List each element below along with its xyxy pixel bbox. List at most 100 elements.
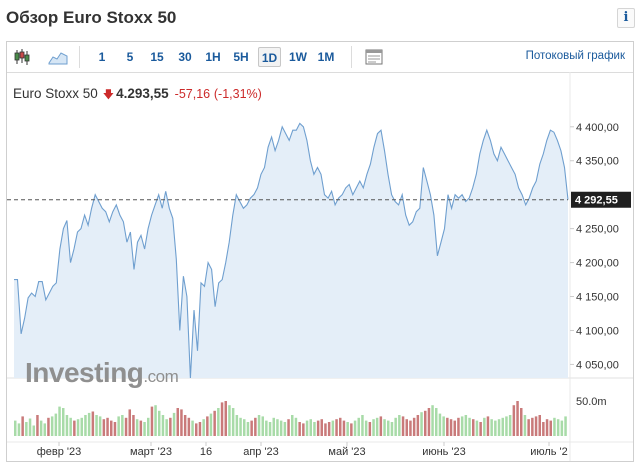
volume-bar (76, 419, 80, 436)
x-tick-label: апр '23 (243, 446, 279, 458)
volume-bar (246, 422, 250, 436)
price-chart[interactable]: Investing.com 4 400,00 4 350,00 4 250,00 4 2… (7, 42, 633, 461)
volume-bar (457, 417, 460, 436)
volume-bar (283, 422, 287, 436)
chart-toolbar: 1 5 15 30 1H 5H 1D 1W 1M Потоковый графи… (7, 42, 633, 73)
volume-bar (220, 402, 224, 436)
volume-bar (21, 416, 24, 436)
y-tick-label: 4 100,00 (576, 325, 619, 337)
volume-bar (446, 417, 449, 436)
x-tick-label: февр '23 (37, 446, 82, 458)
volume-bar (468, 417, 471, 436)
title-row: Обзор Euro Stoxx 50 i (0, 0, 641, 36)
volume-bar (375, 417, 379, 436)
streaming-chart-link[interactable]: Потоковый график (525, 50, 625, 62)
volume-bar (147, 417, 150, 436)
price-change-percent: (-1,31%) (213, 87, 262, 101)
volume-bar (339, 417, 342, 436)
volume-bar (490, 419, 493, 436)
volume-bar (472, 419, 475, 436)
volume-bar (62, 408, 65, 436)
volume-bar (95, 415, 98, 436)
volume-bar (383, 419, 386, 436)
timeframe-5[interactable]: 5 (126, 50, 134, 64)
volume-bar (28, 418, 32, 436)
last-value-badge (571, 191, 631, 208)
volume-bar (394, 417, 397, 436)
volume-bar (523, 415, 527, 436)
volume-bar (128, 409, 131, 436)
volume-bar (91, 411, 95, 436)
timeframe-30[interactable]: 30 (178, 50, 192, 64)
volume-bar (291, 415, 294, 436)
volume-bar (527, 419, 530, 436)
volume-bar (542, 422, 545, 436)
volume-bar (364, 420, 368, 436)
toolbar-separator (79, 46, 80, 68)
volume-bar (58, 406, 61, 436)
volume-bar (483, 417, 486, 436)
volume-bar (73, 420, 76, 436)
volume-bar (494, 420, 497, 436)
volume-bar (512, 405, 516, 436)
volume-bar (132, 415, 135, 436)
timeframe-1w[interactable]: 1W (289, 50, 307, 64)
x-tick-label: июль '2 (530, 446, 568, 458)
volume-bar (84, 415, 87, 436)
volume-bar (549, 420, 552, 436)
volume-bar (257, 415, 261, 436)
volume-bar (110, 420, 113, 436)
timeframe-1h[interactable]: 1H (205, 50, 221, 64)
y-tick-label: 4 400,00 (576, 122, 619, 134)
volume-bar (475, 420, 479, 436)
volume-bar (228, 405, 231, 436)
volume-bar (180, 409, 183, 436)
volume-bar (438, 413, 442, 436)
y-tick-label: 4 150,00 (576, 292, 619, 304)
timeframe-1m[interactable]: 1M (317, 50, 335, 64)
volume-bar (39, 420, 43, 436)
volume-bar (412, 417, 416, 436)
volume-bar (431, 405, 434, 436)
volume-bar (106, 417, 109, 436)
volume-bar (379, 416, 383, 436)
volume-bar (427, 408, 431, 436)
volume-bar (390, 422, 394, 436)
volume-bar (254, 417, 257, 436)
volume-bar (191, 420, 194, 436)
x-tick-label: май '23 (328, 446, 365, 458)
volume-bar (320, 419, 323, 436)
volume-bar (564, 416, 567, 436)
price-line (14, 122, 569, 379)
volume-bar (217, 408, 220, 436)
layout-panel-icon[interactable] (363, 46, 385, 68)
volume-label: 50.0m (576, 396, 607, 408)
x-tick-label: июнь '23 (422, 446, 466, 458)
volume-bar (464, 415, 468, 436)
timeframe-1[interactable]: 1 (98, 50, 106, 64)
last-price: 4.293,55 (116, 86, 169, 101)
volume-bar (305, 420, 309, 436)
timeframe-15[interactable]: 15 (150, 50, 164, 64)
volume-bar (165, 419, 168, 436)
down-arrow-icon: 🡇 (102, 89, 115, 101)
volume-bar (398, 415, 401, 436)
volume-bar (265, 420, 268, 436)
candlestick-icon[interactable] (11, 46, 33, 68)
volume-bar (150, 406, 154, 436)
volume-bar (309, 419, 312, 436)
volume-bar (401, 416, 405, 436)
volume-bar (486, 416, 490, 436)
volume-bar (135, 419, 139, 436)
info-button[interactable]: i (617, 8, 635, 28)
timeframe-1d[interactable]: 1D (258, 47, 281, 67)
watermark-logo: Investing.com (25, 357, 179, 388)
timeframe-5h[interactable]: 5H (233, 50, 249, 64)
volume-bar (172, 412, 176, 436)
volume-bar (235, 415, 239, 436)
volume-bar (531, 417, 534, 436)
volume-bar (316, 420, 320, 436)
volume-bar (335, 419, 338, 436)
area-chart-icon[interactable] (47, 46, 69, 68)
chart-panel: 1 5 15 30 1H 5H 1D 1W 1M Потоковый графи… (6, 41, 634, 462)
